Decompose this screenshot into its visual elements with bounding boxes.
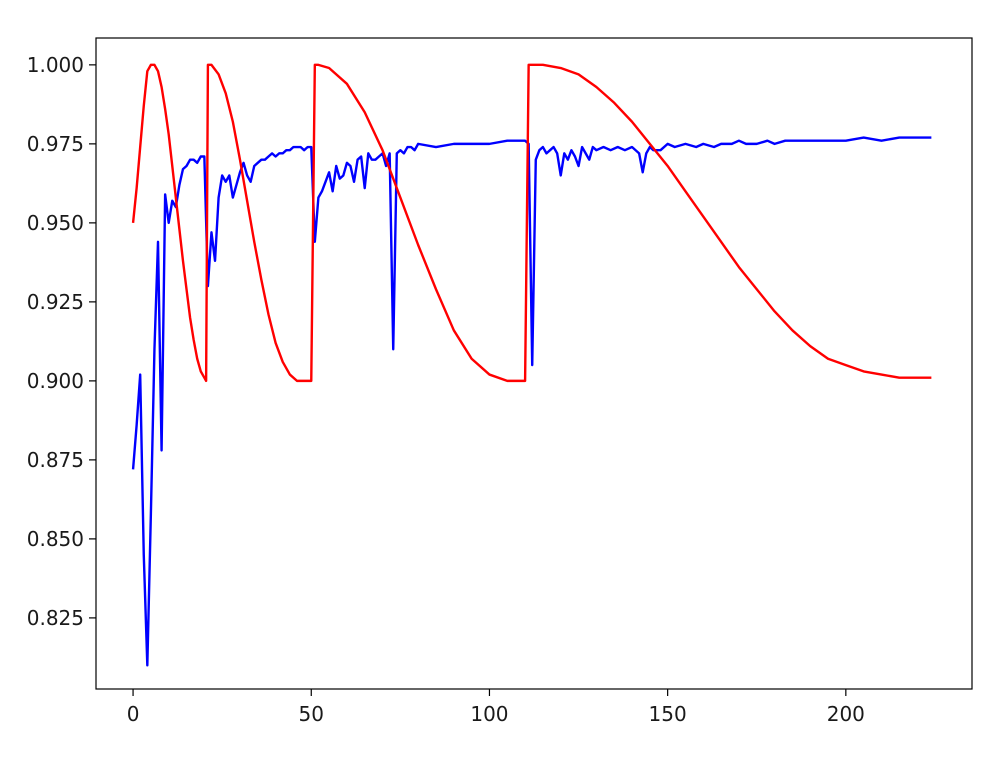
y-axis: 0.825 0.850 0.875 0.900 0.925 0.950 0.975 1.000 [27,53,96,630]
x-tick-label: 150 [649,702,687,726]
x-axis: 0 50 100 150 200 [127,689,865,726]
y-tick-label: 0.950 [27,211,84,235]
series-line-2 [131,63,932,383]
y-tick-label: 0.975 [27,132,84,156]
y-tick-label: 0.875 [27,448,84,472]
plot-frame [95,37,973,690]
y-tick-label: 0.900 [27,369,84,393]
plot-area [96,38,972,689]
x-tick-label: 100 [470,702,508,726]
y-tick-label: 1.000 [27,53,84,77]
y-tick-label: 0.825 [27,606,84,630]
y-tick-label: 0.850 [27,527,84,551]
x-tick-label: 0 [127,702,140,726]
series-layer [131,63,932,667]
x-tick-label: 200 [827,702,865,726]
x-tick-label: 50 [299,702,324,726]
y-tick-label: 0.925 [27,290,84,314]
